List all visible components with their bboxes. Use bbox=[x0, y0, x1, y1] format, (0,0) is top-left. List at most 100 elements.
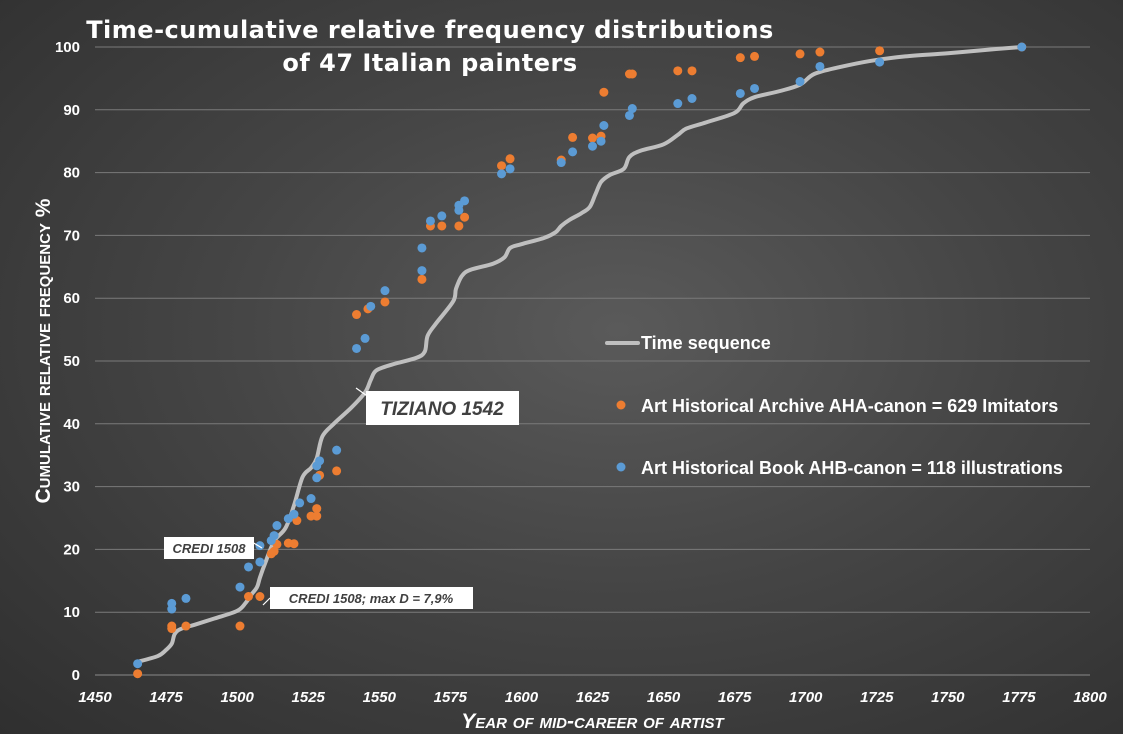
ahb-point bbox=[235, 582, 245, 592]
ahb-point bbox=[181, 593, 191, 603]
aha-point bbox=[568, 132, 578, 142]
ahb-point bbox=[380, 286, 390, 296]
legend-label-time-sequence: Time sequence bbox=[641, 333, 771, 353]
aha-point bbox=[312, 511, 322, 521]
x-tick-label: 1475 bbox=[149, 689, 183, 706]
x-tick-label: 1700 bbox=[789, 689, 823, 706]
x-tick-label: 1625 bbox=[576, 689, 610, 706]
aha-point bbox=[244, 592, 254, 601]
aha-point bbox=[352, 310, 362, 320]
aha-point bbox=[815, 47, 825, 57]
ahb-point bbox=[497, 169, 507, 179]
aha-point bbox=[437, 221, 447, 231]
y-tick-label: 60 bbox=[63, 290, 80, 307]
ahb-point bbox=[875, 57, 885, 67]
aha-point bbox=[133, 669, 143, 679]
ahb-point bbox=[366, 301, 376, 311]
annotation-credi-maxd: CREDI 1508; max D = 7,9% bbox=[289, 591, 454, 606]
ahb-point bbox=[167, 598, 177, 608]
y-tick-label: 80 bbox=[63, 165, 80, 182]
ahb-point bbox=[417, 243, 427, 253]
ahb-point bbox=[437, 211, 447, 221]
y-tick-label: 40 bbox=[63, 416, 80, 433]
aha-point bbox=[875, 46, 885, 56]
legend: Time sequence Art Historical Archive AHA… bbox=[605, 333, 1063, 478]
y-tick-label: 90 bbox=[63, 102, 80, 119]
x-tick-label: 1650 bbox=[647, 689, 681, 706]
ahb-point bbox=[624, 110, 634, 120]
x-tick-label: 1775 bbox=[1002, 689, 1036, 706]
aha-point bbox=[417, 274, 427, 284]
ahb-point bbox=[255, 541, 265, 551]
point-layer bbox=[133, 42, 1027, 679]
ahb-point bbox=[425, 216, 435, 226]
aha-point bbox=[687, 66, 697, 76]
aha-point bbox=[673, 66, 683, 76]
ahb-point bbox=[272, 521, 282, 531]
y-tick-label: 30 bbox=[63, 479, 80, 496]
y-tick-label: 0 bbox=[72, 667, 80, 684]
ahb-point bbox=[556, 158, 566, 168]
aha-point bbox=[454, 221, 464, 231]
ahb-point bbox=[332, 445, 342, 455]
aha-point bbox=[627, 69, 637, 79]
aha-point bbox=[255, 592, 265, 601]
y-tick-label: 100 bbox=[55, 39, 80, 56]
aha-point bbox=[795, 49, 805, 59]
ahb-point bbox=[289, 509, 299, 519]
aha-point bbox=[289, 539, 299, 549]
annotation-box-tiziano bbox=[366, 391, 519, 425]
aha-point bbox=[735, 53, 745, 63]
legend-label-ahb: Art Historical Book AHB-canon = 118 illu… bbox=[641, 458, 1063, 478]
y-axis-title: Cumulative relative frequency % bbox=[32, 198, 55, 503]
x-tick-label: 1450 bbox=[78, 689, 112, 706]
ahb-point bbox=[750, 83, 760, 93]
axis-layer: 0 10 20 30 40 50 60 70 80 90 100 1450 1475 1500 1525 15… bbox=[32, 39, 1107, 733]
ahb-point bbox=[596, 136, 606, 146]
aha-point bbox=[167, 621, 177, 631]
x-tick-label: 1800 bbox=[1073, 689, 1107, 706]
line-layer bbox=[135, 45, 1024, 664]
y-tick-label: 10 bbox=[63, 604, 80, 621]
annotation-box-credi bbox=[164, 537, 254, 559]
annotation-tiziano: TIZIANO 1542 bbox=[380, 399, 504, 420]
ahb-point bbox=[735, 88, 745, 98]
ahb-point bbox=[312, 473, 322, 483]
aha-point bbox=[235, 621, 245, 631]
ahb-point bbox=[1017, 42, 1027, 52]
y-tick-label: 50 bbox=[63, 353, 80, 370]
x-tick-label: 1550 bbox=[363, 689, 397, 706]
ahb-point bbox=[133, 659, 143, 669]
annotation-box-credi-maxd bbox=[270, 587, 473, 609]
ahb-point bbox=[269, 531, 279, 541]
x-tick-label: 1500 bbox=[220, 689, 254, 706]
aha-point bbox=[588, 133, 597, 143]
aha-point bbox=[181, 621, 191, 631]
annotation-layer: TIZIANO 1542 CREDI 1508 CREDI 1508; max D … bbox=[164, 387, 519, 609]
annotation-pointer bbox=[262, 597, 271, 606]
aha-point bbox=[460, 212, 470, 222]
ahb-point bbox=[815, 61, 825, 71]
ahb-point bbox=[627, 104, 637, 114]
ahb-point bbox=[306, 494, 316, 504]
ahb-point bbox=[295, 498, 305, 508]
ahb-point bbox=[360, 333, 370, 343]
ahb-point bbox=[460, 196, 470, 206]
x-tick-label: 1575 bbox=[434, 689, 468, 706]
aha-point bbox=[380, 297, 390, 307]
x-tick-label: 1725 bbox=[860, 689, 894, 706]
aha-point bbox=[332, 466, 342, 476]
ahb-point bbox=[673, 99, 683, 109]
ahb-point bbox=[795, 77, 805, 87]
y-tick-label: 20 bbox=[63, 541, 80, 558]
x-tick-label: 1525 bbox=[292, 689, 326, 706]
y-tick-label: 70 bbox=[63, 227, 80, 244]
ahb-point bbox=[244, 562, 254, 572]
annotation-credi: CREDI 1508 bbox=[173, 541, 247, 556]
x-axis-title: Year of mid-career of artist bbox=[461, 710, 725, 733]
ahb-point bbox=[505, 164, 515, 174]
ahb-point bbox=[568, 147, 578, 157]
ahb-point bbox=[315, 456, 325, 466]
aha-point bbox=[312, 504, 322, 514]
